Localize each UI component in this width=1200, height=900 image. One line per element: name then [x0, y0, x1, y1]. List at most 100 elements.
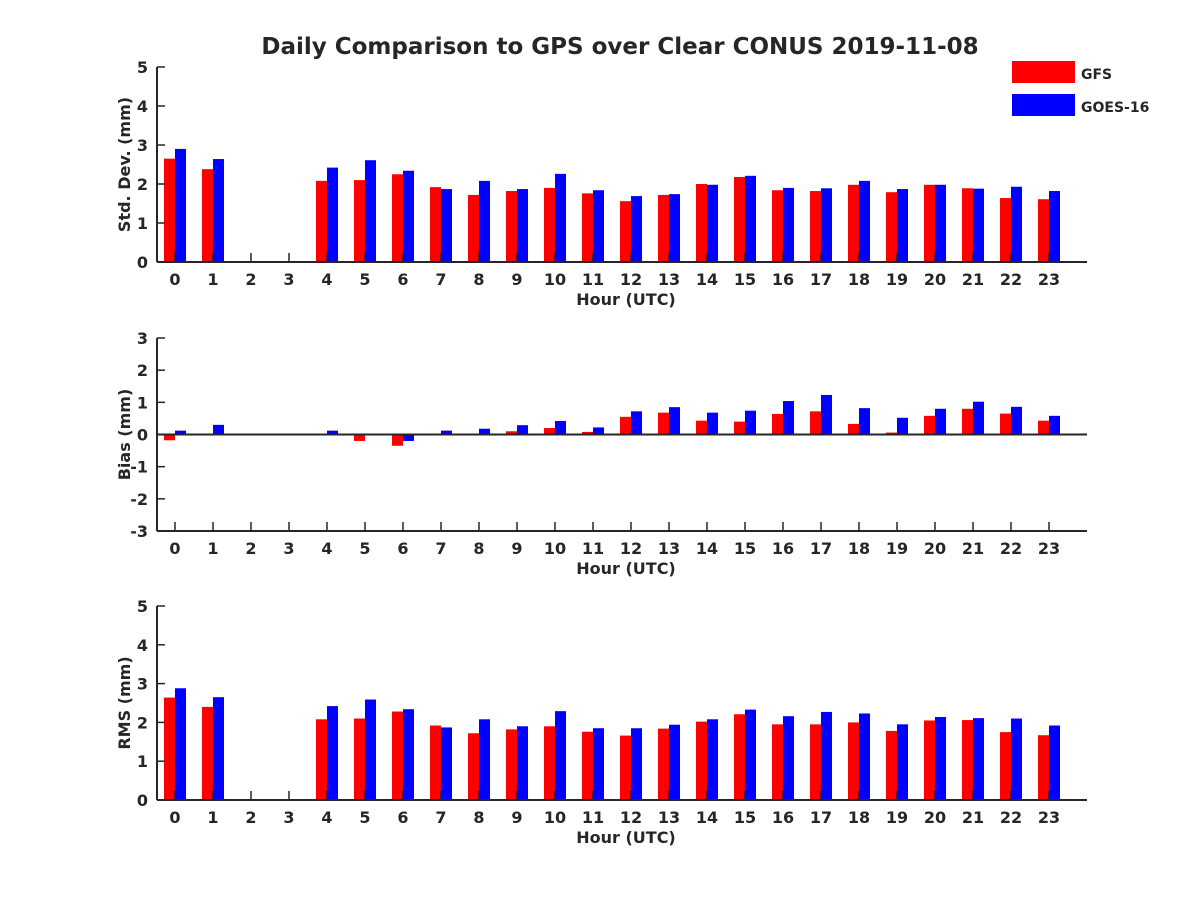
- std-dev-bar-goes16-22: [1011, 186, 1022, 262]
- rms-bar-gfs-0: [164, 697, 175, 800]
- rms-x-tick-label-8: 8: [473, 808, 484, 827]
- rms-bar-gfs-20: [924, 720, 935, 800]
- rms-x-tick-label-22: 22: [1000, 808, 1022, 827]
- rms-x-tick-label-1: 1: [207, 808, 218, 827]
- std-dev-bar-goes16-14: [707, 184, 718, 262]
- rms-bar-goes16-20: [935, 716, 946, 800]
- rms-bar-goes16-17: [821, 711, 832, 800]
- std-dev-bar-goes16-5: [365, 160, 376, 262]
- bias-x-tick-label-15: 15: [734, 539, 756, 558]
- rms-y-axis-label: RMS (mm): [115, 656, 134, 749]
- std-dev-x-tick-label-0: 0: [169, 270, 180, 289]
- std-dev-bar-gfs-20: [924, 184, 935, 262]
- bias-x-axis-label: Hour (UTC): [576, 559, 676, 578]
- std-dev-bar-gfs-11: [582, 193, 593, 262]
- std-dev-x-tick-label-1: 1: [207, 270, 218, 289]
- std-dev-x-tick-label-7: 7: [435, 270, 446, 289]
- rms-bar-gfs-22: [1000, 732, 1011, 800]
- rms-bar-goes16-14: [707, 719, 718, 800]
- bias-x-tick-label-18: 18: [848, 539, 870, 558]
- chart-title: Daily Comparison to GPS over Clear CONUS…: [261, 34, 978, 60]
- bias-x-tick-label-14: 14: [696, 539, 718, 558]
- rms-bar-goes16-7: [441, 727, 452, 800]
- rms-bar-goes16-13: [669, 724, 680, 800]
- bias-x-tick-label-19: 19: [886, 539, 908, 558]
- bias-bar-goes16-8: [479, 428, 490, 435]
- rms-bar-goes16-0: [175, 688, 186, 800]
- std-dev-x-tick-label-4: 4: [321, 270, 332, 289]
- rms-bar-gfs-18: [848, 722, 859, 800]
- rms-y-tick-label-4: 4: [137, 636, 148, 655]
- bias-x-tick-label-8: 8: [473, 539, 484, 558]
- std-dev-bar-goes16-12: [631, 196, 642, 262]
- std-dev-bar-gfs-9: [506, 191, 517, 262]
- bias-bar-gfs-12: [620, 416, 631, 435]
- std-dev-x-tick-label-17: 17: [810, 270, 832, 289]
- bias-bar-gfs-11: [582, 431, 593, 435]
- rms-x-tick-label-19: 19: [886, 808, 908, 827]
- bias-bar-goes16-7: [441, 430, 452, 435]
- std-dev-y-tick-label-3: 3: [137, 136, 148, 155]
- bias-bar-goes16-19: [897, 417, 908, 435]
- std-dev-bar-gfs-10: [544, 187, 555, 262]
- rms-bar-gfs-15: [734, 714, 745, 800]
- rms-bar-goes16-9: [517, 726, 528, 800]
- std-dev-bar-goes16-8: [479, 180, 490, 262]
- legend-label-goes16: GOES-16: [1081, 100, 1149, 116]
- bias-bar-gfs-17: [810, 411, 821, 435]
- std-dev-bar-goes16-10: [555, 173, 566, 262]
- rms-bar-gfs-13: [658, 728, 669, 800]
- rms-x-tick-label-21: 21: [962, 808, 984, 827]
- rms-bar-gfs-23: [1038, 735, 1049, 800]
- rms-x-tick-label-13: 13: [658, 808, 680, 827]
- std-dev-bar-gfs-17: [810, 191, 821, 262]
- std-dev-x-tick-label-14: 14: [696, 270, 718, 289]
- rms-bar-goes16-18: [859, 713, 870, 800]
- rms-x-tick-label-17: 17: [810, 808, 832, 827]
- bias-x-tick-label-10: 10: [544, 539, 566, 558]
- std-dev-bar-goes16-17: [821, 188, 832, 262]
- std-dev-bar-gfs-16: [772, 190, 783, 262]
- bias-bar-gfs-16: [772, 413, 783, 435]
- bias-bar-goes16-12: [631, 411, 642, 435]
- rms-x-tick-label-7: 7: [435, 808, 446, 827]
- rms-y-tick-label-3: 3: [137, 675, 148, 694]
- bias-bar-gfs-21: [962, 408, 973, 435]
- std-dev-bar-goes16-23: [1049, 191, 1060, 262]
- rms-x-tick-label-2: 2: [245, 808, 256, 827]
- bias-y-tick-label-2: 2: [137, 361, 148, 380]
- std-dev-bar-goes16-13: [669, 194, 680, 262]
- std-dev-bar-gfs-15: [734, 176, 745, 262]
- bias-bar-goes16-6: [403, 434, 414, 441]
- rms-bar-goes16-8: [479, 719, 490, 800]
- std-dev-bar-gfs-21: [962, 188, 973, 262]
- rms-bar-goes16-5: [365, 699, 376, 800]
- std-dev-bar-goes16-9: [517, 189, 528, 262]
- std-dev-x-tick-label-23: 23: [1038, 270, 1060, 289]
- bias-x-tick-label-1: 1: [207, 539, 218, 558]
- bias-y-tick-label--2: -2: [130, 490, 148, 509]
- rms-bar-gfs-5: [354, 718, 365, 800]
- bias-bar-goes16-11: [593, 427, 604, 435]
- std-dev-x-tick-label-18: 18: [848, 270, 870, 289]
- std-dev-x-tick-label-21: 21: [962, 270, 984, 289]
- rms-x-tick-label-3: 3: [283, 808, 294, 827]
- std-dev-x-tick-label-12: 12: [620, 270, 642, 289]
- std-dev-x-tick-label-5: 5: [359, 270, 370, 289]
- rms-x-tick-label-15: 15: [734, 808, 756, 827]
- std-dev-x-tick-label-3: 3: [283, 270, 294, 289]
- rms-x-tick-label-6: 6: [397, 808, 408, 827]
- legend-swatch-goes16: [1012, 94, 1075, 116]
- bias-x-tick-label-7: 7: [435, 539, 446, 558]
- std-dev-bar-gfs-13: [658, 194, 669, 262]
- std-dev-y-tick-label-4: 4: [137, 97, 148, 116]
- bias-bar-gfs-0: [164, 434, 175, 441]
- bias-bar-goes16-23: [1049, 415, 1060, 435]
- rms-bar-gfs-8: [468, 733, 479, 800]
- std-dev-bar-goes16-18: [859, 180, 870, 262]
- rms-x-tick-label-0: 0: [169, 808, 180, 827]
- bias-x-tick-label-21: 21: [962, 539, 984, 558]
- rms-bar-goes16-11: [593, 728, 604, 800]
